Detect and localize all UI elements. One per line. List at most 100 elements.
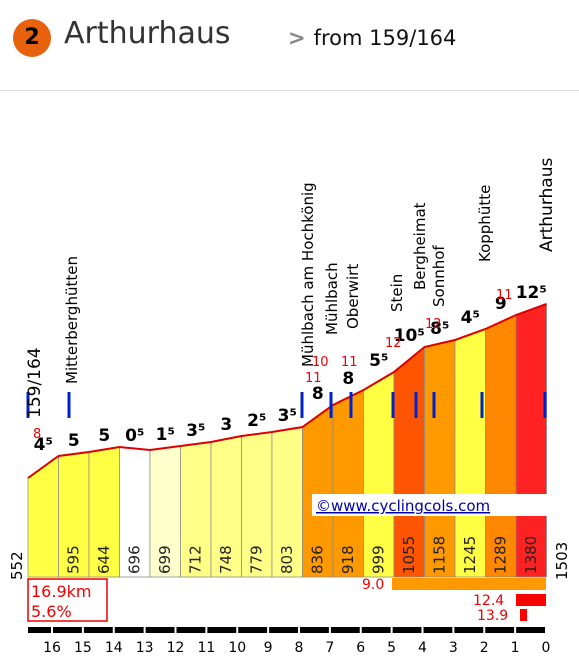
- segment-altitude-label: 712: [187, 545, 205, 574]
- distance-tick: [51, 627, 53, 637]
- climb-number-badge: 2: [13, 19, 51, 57]
- segment-grade-label: 5⁵: [369, 351, 388, 371]
- segment-altitude-label: 1158: [431, 536, 449, 574]
- chevron-right-icon: >: [288, 26, 306, 50]
- place-marker: [26, 392, 30, 418]
- profile-outline: [27, 303, 547, 479]
- distance-tick: [298, 627, 300, 637]
- place-label: Oberwirt: [344, 264, 362, 329]
- distance-tick: [143, 627, 146, 637]
- segment-grade-label: 4⁵: [461, 308, 480, 328]
- place-label: Mitterberghütten: [63, 256, 81, 384]
- segment-grade-label: 0⁵: [125, 426, 144, 446]
- segment-grade-label: 5: [68, 431, 80, 451]
- place-marker: [480, 392, 484, 418]
- segment-altitude-label: 803: [278, 545, 296, 574]
- segment-altitude-label: 779: [248, 545, 266, 574]
- distance-tick-label: 10: [228, 640, 246, 656]
- distance-tick-label: 2: [480, 640, 489, 656]
- max-grade-label: 12: [425, 317, 442, 332]
- segment-altitude-label: 918: [339, 545, 357, 574]
- distance-tick-label: 5: [387, 640, 396, 656]
- distance-tick-label: 3: [449, 640, 458, 656]
- distance-tick: [514, 627, 517, 637]
- max-grade-label: 8: [33, 427, 41, 442]
- watermark-background: [312, 494, 552, 516]
- distance-tick: [328, 627, 331, 637]
- segment-altitude-label: 748: [217, 545, 235, 574]
- distance-tick: [236, 627, 239, 637]
- segment-altitude-label: 696: [126, 545, 144, 574]
- distance-tick-label: 6: [356, 640, 365, 656]
- place-marker: [414, 392, 418, 418]
- header: 2 Arthurhaus > from 159/164: [0, 0, 579, 80]
- distance-tick-label: 1: [511, 640, 520, 656]
- km-bar-label: 13.9: [477, 608, 508, 624]
- km-bar-9: [392, 578, 546, 590]
- place-marker: [432, 392, 436, 418]
- place-label: Bergheimat: [411, 202, 429, 290]
- distance-tick-label: 0: [542, 640, 551, 656]
- place-marker: [329, 392, 333, 418]
- summary-box: [27, 578, 108, 622]
- summary-grade: 5.6%: [31, 602, 72, 621]
- climb-title: Arthurhaus: [64, 16, 231, 51]
- place-marker: [349, 392, 353, 418]
- segment-grade-label: 8⁵: [430, 319, 449, 339]
- divider: [0, 90, 579, 91]
- distance-tick: [545, 627, 547, 637]
- from-link[interactable]: > from 159/164: [288, 26, 456, 50]
- segment-altitude-label: 1380: [522, 536, 540, 574]
- km-bar-label: 9.0: [362, 577, 384, 593]
- segment-grade-label: 5: [98, 426, 110, 446]
- segment-altitude-label: 1055: [400, 536, 418, 574]
- place-marker: [543, 392, 547, 418]
- distance-tick-label: 11: [197, 640, 215, 656]
- max-grade-label: 11: [496, 288, 513, 303]
- km-bar-13-9: [520, 609, 527, 621]
- segment-grade-label: 8: [342, 369, 354, 389]
- distance-tick-label: 13: [136, 640, 154, 656]
- km-bar-label: 12.4: [473, 593, 504, 609]
- distance-scale-bar: [28, 627, 546, 633]
- max-grade-label: 10: [312, 355, 329, 370]
- place-label: Sonnhof: [430, 245, 448, 307]
- from-text: from 159/164: [313, 26, 457, 50]
- place-label: Mühlbach: [323, 262, 341, 335]
- distance-tick: [390, 627, 393, 637]
- distance-tick-label: 12: [167, 640, 185, 656]
- segment-grade-label: 3: [220, 415, 232, 435]
- segment-grade-label: 1⁵: [156, 425, 175, 445]
- distance-tick: [421, 627, 424, 637]
- segment-grade-label: 10⁵: [394, 326, 425, 346]
- summary-distance: 16.9km: [31, 582, 91, 601]
- segment-altitude-label: 595: [65, 545, 83, 574]
- start-altitude: 552: [8, 551, 26, 580]
- distance-tick: [112, 627, 115, 637]
- distance-tick-label: 7: [325, 640, 334, 656]
- segment-altitude-label: 836: [309, 545, 327, 574]
- distance-tick-label: 15: [74, 640, 92, 656]
- place-marker: [67, 392, 71, 418]
- segment-grade-label: 2⁵: [247, 411, 266, 431]
- start-location-label: 159/164: [25, 347, 45, 418]
- place-label: Kopphütte: [476, 185, 494, 262]
- end-altitude: 1503: [553, 542, 571, 580]
- segment-altitude-label: 1289: [492, 536, 510, 574]
- segment-altitude-label: 1245: [461, 536, 479, 574]
- segment-altitude-label: 644: [95, 545, 113, 574]
- distance-tick: [452, 627, 455, 637]
- distance-tick-label: 14: [105, 640, 123, 656]
- distance-tick: [483, 627, 486, 637]
- segment-grade-label: 3⁵: [186, 421, 205, 441]
- distance-tick-label: 4: [418, 640, 427, 656]
- max-grade-label: 11: [305, 371, 322, 386]
- segment-grade-label: 9: [495, 294, 507, 314]
- max-grade-label: 11: [341, 355, 358, 370]
- distance-tick: [81, 627, 84, 637]
- segment-altitude-label: 999: [370, 545, 388, 574]
- place-label: Stein: [388, 274, 406, 312]
- end-location-label: Arthurhaus: [537, 158, 557, 252]
- distance-tick-label: 8: [295, 640, 304, 656]
- watermark[interactable]: ©www.cyclingcols.com: [316, 497, 490, 515]
